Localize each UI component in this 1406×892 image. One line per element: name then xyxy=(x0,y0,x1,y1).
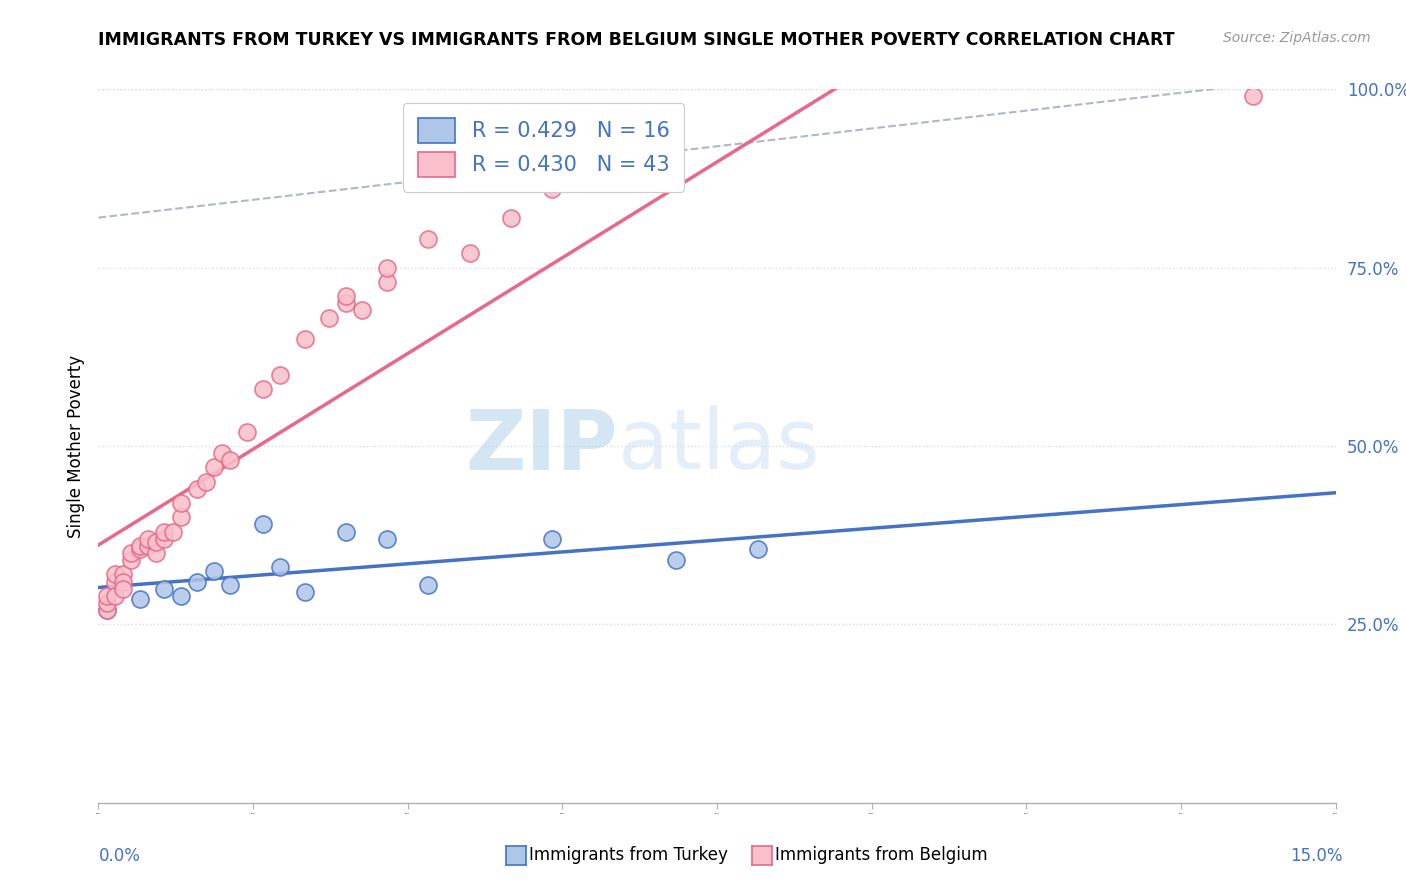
Point xyxy=(418,578,440,592)
Point xyxy=(375,275,398,289)
Point xyxy=(418,232,440,246)
Point xyxy=(252,382,274,396)
Point xyxy=(153,532,176,546)
Point xyxy=(112,567,135,582)
Point xyxy=(136,539,159,553)
Point xyxy=(112,582,135,596)
Point xyxy=(294,332,316,346)
Point xyxy=(104,567,127,582)
Text: 15.0%: 15.0% xyxy=(1291,847,1343,865)
Text: Source: ZipAtlas.com: Source: ZipAtlas.com xyxy=(1223,31,1371,45)
Point xyxy=(170,510,193,524)
Point xyxy=(665,553,688,567)
Point xyxy=(145,546,167,560)
Text: ZIP: ZIP xyxy=(465,406,619,486)
Point xyxy=(582,153,605,168)
Point xyxy=(170,589,193,603)
Point xyxy=(112,574,135,589)
Point xyxy=(375,260,398,275)
Point xyxy=(120,546,142,560)
Point xyxy=(120,553,142,567)
Point xyxy=(128,542,150,557)
Text: IMMIGRANTS FROM TURKEY VS IMMIGRANTS FROM BELGIUM SINGLE MOTHER POVERTY CORRELAT: IMMIGRANTS FROM TURKEY VS IMMIGRANTS FRO… xyxy=(98,31,1175,49)
Point xyxy=(186,482,208,496)
Point xyxy=(458,246,481,260)
Point xyxy=(96,589,118,603)
Point xyxy=(499,211,522,225)
Y-axis label: Single Mother Poverty: Single Mother Poverty xyxy=(66,354,84,538)
Text: Immigrants from Belgium: Immigrants from Belgium xyxy=(775,847,987,864)
Text: atlas: atlas xyxy=(619,406,820,486)
Point xyxy=(219,578,242,592)
Point xyxy=(186,574,208,589)
Point xyxy=(162,524,184,539)
Point xyxy=(153,582,176,596)
Point xyxy=(335,524,357,539)
Point xyxy=(145,535,167,549)
Point xyxy=(269,560,291,574)
Point xyxy=(1241,89,1264,103)
Point xyxy=(104,589,127,603)
Point xyxy=(128,592,150,607)
Point xyxy=(194,475,217,489)
Text: Immigrants from Turkey: Immigrants from Turkey xyxy=(529,847,727,864)
Point xyxy=(541,532,564,546)
Point xyxy=(202,460,225,475)
Point xyxy=(747,542,769,557)
Point xyxy=(294,585,316,599)
Point xyxy=(211,446,233,460)
Point xyxy=(104,574,127,589)
Point xyxy=(202,564,225,578)
Point xyxy=(236,425,259,439)
Point xyxy=(335,296,357,310)
Point xyxy=(269,368,291,382)
Point xyxy=(136,532,159,546)
Point xyxy=(128,539,150,553)
Legend: R = 0.429   N = 16, R = 0.430   N = 43: R = 0.429 N = 16, R = 0.430 N = 43 xyxy=(404,103,685,192)
Point xyxy=(335,289,357,303)
Text: 0.0%: 0.0% xyxy=(98,847,141,865)
Point xyxy=(96,603,118,617)
Point xyxy=(170,496,193,510)
Point xyxy=(252,517,274,532)
Point xyxy=(318,310,340,325)
Point xyxy=(96,603,118,617)
Point xyxy=(153,524,176,539)
Point xyxy=(541,182,564,196)
Point xyxy=(96,596,118,610)
Point xyxy=(352,303,374,318)
Point xyxy=(375,532,398,546)
Point xyxy=(219,453,242,467)
